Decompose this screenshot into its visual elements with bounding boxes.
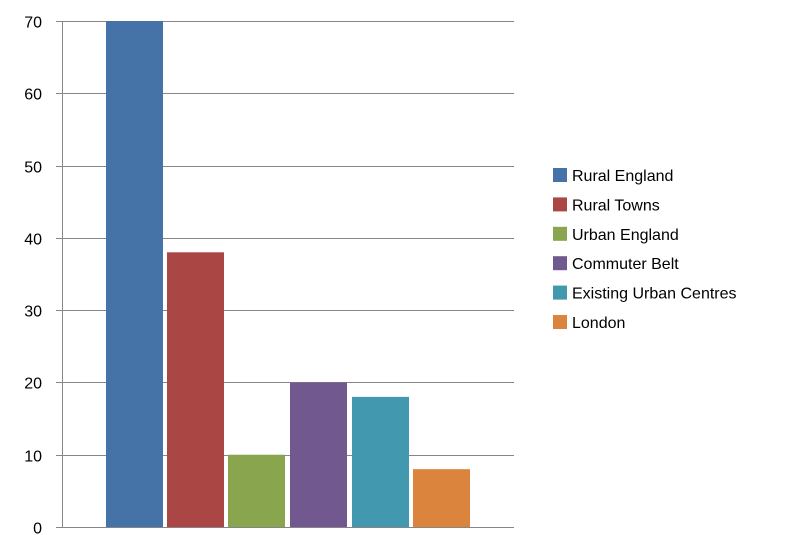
bar-urban-england — [228, 454, 285, 527]
legend-swatch — [553, 226, 567, 241]
legend-item: Commuter Belt — [553, 256, 679, 273]
legend-label: Rural England — [572, 168, 673, 185]
y-tick-label: 50 — [24, 160, 42, 177]
legend-label: Existing Urban Centres — [572, 286, 737, 303]
legend-label: Urban England — [572, 227, 679, 244]
bar-existing-urban-centres — [352, 396, 409, 527]
y-tick-label: 20 — [24, 376, 42, 393]
y-tick-label: 10 — [24, 449, 42, 466]
bar-commuter-belt — [290, 382, 347, 527]
legend-swatch — [553, 315, 567, 329]
legend-swatch — [553, 285, 567, 300]
legend-label: Commuter Belt — [572, 256, 679, 273]
legend-swatch — [553, 168, 567, 182]
y-tick-label: 70 — [24, 15, 42, 32]
legend-swatch — [553, 256, 567, 271]
y-tick-label: 0 — [33, 521, 42, 535]
legend-item: Urban England — [553, 226, 679, 244]
y-tick-label: 30 — [24, 304, 42, 321]
legend-item: Existing Urban Centres — [553, 285, 737, 303]
legend-label: Rural Towns — [572, 197, 660, 214]
bar-rural-england — [106, 21, 163, 527]
legend-label: London — [572, 315, 625, 332]
legend-item: London — [553, 315, 625, 332]
legend-swatch — [553, 197, 567, 212]
bar-rural-towns — [167, 252, 224, 528]
legend-item: Rural England — [553, 168, 673, 185]
bars — [106, 21, 470, 528]
y-tick-label: 40 — [24, 232, 42, 249]
y-axis: 0 10 20 30 40 50 60 70 — [24, 15, 63, 535]
bar-london — [413, 469, 470, 527]
legend: Rural England Rural Towns Urban England Com… — [553, 168, 737, 332]
legend-item: Rural Towns — [553, 197, 660, 214]
y-tick-label: 60 — [24, 87, 42, 104]
